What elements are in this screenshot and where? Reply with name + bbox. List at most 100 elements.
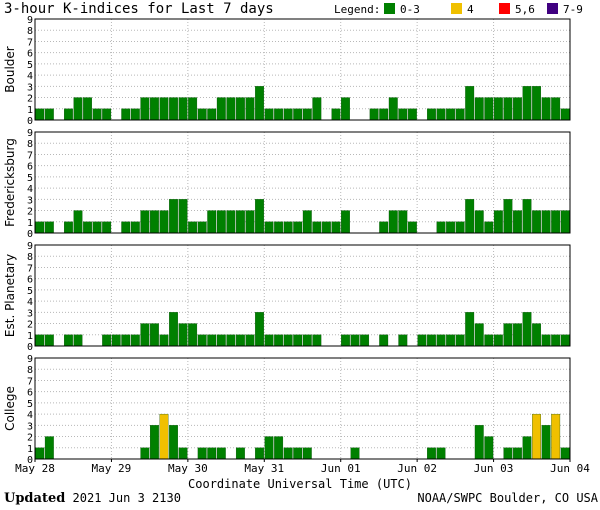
k-index-bar bbox=[178, 447, 188, 460]
k-index-bar bbox=[255, 312, 264, 347]
k-index-bar bbox=[149, 323, 159, 347]
k-index-bar bbox=[379, 334, 389, 347]
k-index-bar bbox=[551, 210, 561, 234]
k-index-bar bbox=[302, 447, 312, 460]
x-tick-label: Jun 01 bbox=[321, 462, 361, 475]
k-index-bar bbox=[149, 425, 159, 460]
k-index-bar bbox=[436, 221, 446, 234]
k-index-bar bbox=[102, 334, 112, 347]
k-index-bar bbox=[388, 210, 398, 234]
legend-item-quiet: 0-3 bbox=[384, 3, 420, 16]
k-index-bar bbox=[149, 210, 159, 234]
k-index-bar bbox=[407, 221, 417, 234]
k-index-bar bbox=[455, 108, 465, 121]
k-index-bar bbox=[169, 199, 178, 234]
k-index-bar bbox=[216, 334, 226, 347]
k-index-bar bbox=[484, 97, 494, 121]
y-tick-label: 3 bbox=[27, 195, 33, 206]
panel-ylabel: Boulder bbox=[3, 46, 17, 93]
k-index-bar bbox=[264, 334, 274, 347]
y-tick-label: 0 bbox=[27, 116, 33, 127]
k-index-bar bbox=[216, 210, 226, 234]
k-index-bar bbox=[350, 447, 360, 460]
k-index-bar bbox=[64, 334, 73, 347]
x-tick-label: May 31 bbox=[244, 462, 284, 475]
y-tick-label: 1 bbox=[27, 444, 33, 455]
k-index-bar bbox=[274, 221, 284, 234]
y-tick-label: 6 bbox=[27, 388, 33, 399]
k-index-bar bbox=[44, 108, 54, 121]
k-index-bar bbox=[169, 425, 178, 460]
k-index-bar bbox=[188, 221, 198, 234]
k-index-bar bbox=[64, 108, 73, 121]
k-index-bar bbox=[140, 447, 150, 460]
k-index-bar bbox=[302, 108, 312, 121]
k-index-bar bbox=[255, 199, 264, 234]
legend-item-label: 5,6 bbox=[515, 3, 535, 16]
k-index-bar bbox=[283, 334, 293, 347]
k-index-bar bbox=[283, 447, 293, 460]
y-tick-label: 2 bbox=[27, 320, 33, 331]
k-index-bar bbox=[350, 334, 360, 347]
y-tick-label: 6 bbox=[27, 275, 33, 286]
y-tick-label: 9 bbox=[27, 354, 33, 365]
k-index-bar bbox=[178, 199, 188, 234]
k-index-bar bbox=[522, 436, 532, 460]
k-index-bar bbox=[226, 210, 236, 234]
panel-ylabel: College bbox=[3, 386, 17, 431]
k-index-bar bbox=[503, 447, 513, 460]
k-index-bar bbox=[64, 221, 73, 234]
panel-ylabel: Est. Planetary bbox=[3, 254, 17, 337]
k-index-bar bbox=[341, 334, 350, 347]
k-index-bar bbox=[484, 221, 494, 234]
k-index-bar bbox=[235, 97, 245, 121]
k-index-bar bbox=[493, 97, 503, 121]
k-index-bar bbox=[341, 210, 350, 234]
panel-frame bbox=[34, 18, 571, 121]
k-index-bar bbox=[541, 334, 551, 347]
y-tick-label: 5 bbox=[27, 60, 33, 71]
k-index-bar bbox=[446, 334, 456, 347]
k-index-bar bbox=[455, 221, 465, 234]
k-index-bar bbox=[484, 334, 494, 347]
k-index-bar bbox=[92, 108, 102, 121]
k-index-bar bbox=[436, 108, 446, 121]
k-index-bar bbox=[274, 334, 284, 347]
k-index-bar bbox=[264, 436, 274, 460]
k-index-bar bbox=[169, 97, 178, 121]
k-index-bar bbox=[188, 323, 198, 347]
legend-item-label: 4 bbox=[467, 3, 474, 16]
k-index-bar bbox=[446, 108, 456, 121]
k-index-bar bbox=[360, 334, 370, 347]
k-index-bar bbox=[283, 221, 293, 234]
k-index-bar bbox=[293, 447, 303, 460]
y-tick-label: 5 bbox=[27, 399, 33, 410]
y-tick-label: 8 bbox=[27, 26, 33, 37]
k-index-bar bbox=[465, 199, 475, 234]
y-tick-label: 4 bbox=[27, 184, 33, 195]
k-index-bar bbox=[207, 447, 217, 460]
k-index-bar bbox=[207, 108, 217, 121]
k-index-bar bbox=[264, 221, 274, 234]
y-tick-label: 7 bbox=[27, 37, 33, 48]
k-index-bar bbox=[274, 108, 284, 121]
y-tick-label: 3 bbox=[27, 421, 33, 432]
y-tick-label: 1 bbox=[27, 105, 33, 116]
y-tick-label: 2 bbox=[27, 207, 33, 218]
k-index-bar bbox=[503, 199, 513, 234]
k-index-bar bbox=[541, 425, 551, 460]
panel-frame bbox=[34, 131, 571, 234]
y-tick-label: 0 bbox=[27, 455, 33, 466]
k-index-bar bbox=[560, 334, 570, 347]
k-index-bar bbox=[407, 108, 417, 121]
legend-label: Legend: bbox=[334, 3, 381, 16]
k-index-bar bbox=[503, 97, 513, 121]
k-index-bar bbox=[35, 447, 45, 460]
k-index-bar bbox=[331, 108, 341, 121]
k-index-bar bbox=[130, 334, 140, 347]
k-index-bar bbox=[551, 97, 561, 121]
k-index-bar bbox=[388, 97, 398, 121]
k-index-bar bbox=[465, 86, 475, 121]
